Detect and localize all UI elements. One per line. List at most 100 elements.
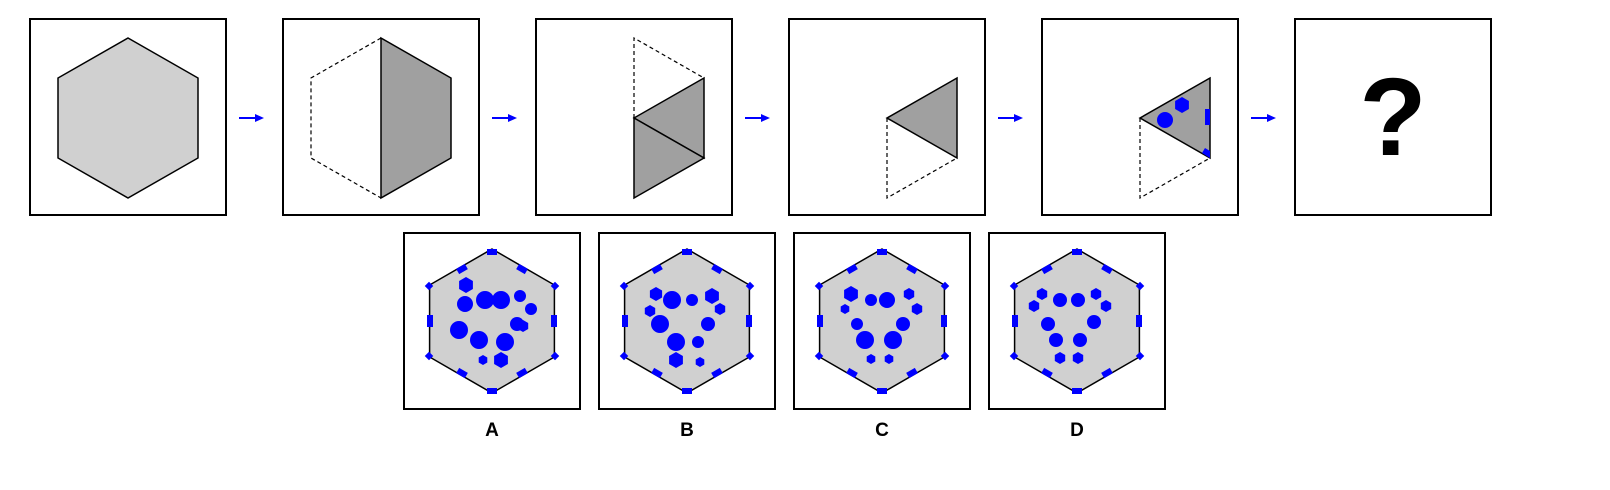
edge-notch xyxy=(711,367,723,379)
edge-notch xyxy=(940,351,950,361)
edge-notch xyxy=(1012,315,1018,327)
option-c-panel[interactable] xyxy=(793,232,971,410)
arrow-icon xyxy=(492,114,517,122)
dark-bottom-triangle xyxy=(633,116,706,200)
circle-hole xyxy=(1087,315,1101,329)
circle-hole xyxy=(856,331,874,349)
option-c-figure xyxy=(814,248,950,394)
edge-notch xyxy=(456,367,468,379)
hexagon-hole xyxy=(695,357,705,367)
option-a-label[interactable]: A xyxy=(485,420,499,441)
edge-notch xyxy=(487,249,497,255)
hexagon-hole xyxy=(517,320,529,332)
dark-triangle xyxy=(1138,76,1211,160)
punched-triangle-figure xyxy=(1138,76,1211,200)
circle-hole xyxy=(692,336,704,348)
option-b-panel[interactable] xyxy=(598,232,776,410)
option-b-label[interactable]: B xyxy=(680,420,694,441)
option-d-panel[interactable] xyxy=(988,232,1166,410)
edge-notch xyxy=(550,351,560,361)
hexagon-hole xyxy=(649,287,663,301)
edge-notch xyxy=(456,263,468,275)
corner-notch xyxy=(1202,148,1210,158)
circle-hole xyxy=(470,331,488,349)
circle-hole xyxy=(651,315,669,333)
step-3-panel xyxy=(535,18,733,216)
folded-quarter-figure xyxy=(632,36,706,200)
hexagon-hole xyxy=(1028,300,1040,312)
hexagon-hole xyxy=(866,354,876,364)
edge-notch xyxy=(1136,315,1142,327)
circle-hole xyxy=(1157,112,1173,128)
circle-hole xyxy=(701,317,715,331)
hexagon-hole xyxy=(478,355,488,365)
circle-hole xyxy=(851,318,863,330)
option-c-label[interactable]: C xyxy=(875,420,889,441)
edge-notch xyxy=(711,263,723,275)
arrow-icon xyxy=(239,114,264,122)
dashed-lower-triangle xyxy=(1139,118,1211,200)
circle-hole xyxy=(457,296,473,312)
edge-notch xyxy=(1072,388,1082,394)
hexagon-hole xyxy=(644,305,656,317)
circle-hole xyxy=(492,291,510,309)
circle-hole xyxy=(1053,293,1067,307)
dark-triangle xyxy=(885,76,958,160)
hexagon-hole xyxy=(1036,288,1048,300)
edge-notch xyxy=(1205,109,1210,125)
edge-notch xyxy=(1041,263,1053,275)
option-b-figure xyxy=(619,248,755,394)
hexagon-hole xyxy=(459,277,473,293)
edge-notch xyxy=(1072,249,1082,255)
hexagon-hole xyxy=(1175,97,1189,113)
edge-notch xyxy=(941,315,947,327)
circle-hole xyxy=(514,290,526,302)
circle-hole xyxy=(496,333,514,351)
full-hexagon-figure xyxy=(57,37,199,199)
arrow-icon xyxy=(998,114,1023,122)
circle-hole xyxy=(1073,333,1087,347)
circle-hole xyxy=(1049,333,1063,347)
dashed-top-triangle xyxy=(633,36,705,118)
arrow-icon xyxy=(1251,114,1276,122)
hexagon-hole xyxy=(705,288,719,304)
circle-hole xyxy=(667,333,685,351)
light-hexagon xyxy=(1013,248,1141,394)
option-d-label[interactable]: D xyxy=(1070,420,1084,441)
edge-notch xyxy=(424,351,434,361)
light-hexagon xyxy=(428,248,556,394)
circle-hole xyxy=(1071,293,1085,307)
edge-notch xyxy=(427,315,433,327)
edge-notch xyxy=(877,249,887,255)
edge-notch xyxy=(906,263,918,275)
hexagon-hole xyxy=(1072,352,1084,364)
hexagon-hole xyxy=(714,303,726,315)
dashed-left-half xyxy=(310,37,382,199)
circle-hole xyxy=(896,317,910,331)
hexagon-hole xyxy=(1100,300,1112,312)
hexagon-hole xyxy=(844,286,858,302)
circle-hole xyxy=(450,321,468,339)
option-a-panel[interactable] xyxy=(403,232,581,410)
edge-notch xyxy=(651,367,663,379)
light-hexagon xyxy=(57,37,199,199)
folded-half-figure xyxy=(310,36,452,200)
folded-sixth-figure xyxy=(885,76,958,200)
edge-notch xyxy=(424,281,434,291)
light-hexagon xyxy=(818,248,946,394)
edge-notch xyxy=(906,367,918,379)
step-4-panel xyxy=(788,18,986,216)
answer-panel: ? xyxy=(1294,18,1492,216)
light-hexagon xyxy=(623,248,751,394)
circle-hole xyxy=(1041,317,1055,331)
edge-notch xyxy=(817,315,823,327)
edge-notch xyxy=(551,315,557,327)
edge-notch xyxy=(516,263,528,275)
hexagon-hole xyxy=(840,304,850,314)
edge-notch xyxy=(487,388,497,394)
edge-notch xyxy=(1135,351,1145,361)
circle-hole xyxy=(686,294,698,306)
step-2-panel xyxy=(282,18,480,216)
edge-notch xyxy=(846,367,858,379)
edge-notch xyxy=(877,388,887,394)
